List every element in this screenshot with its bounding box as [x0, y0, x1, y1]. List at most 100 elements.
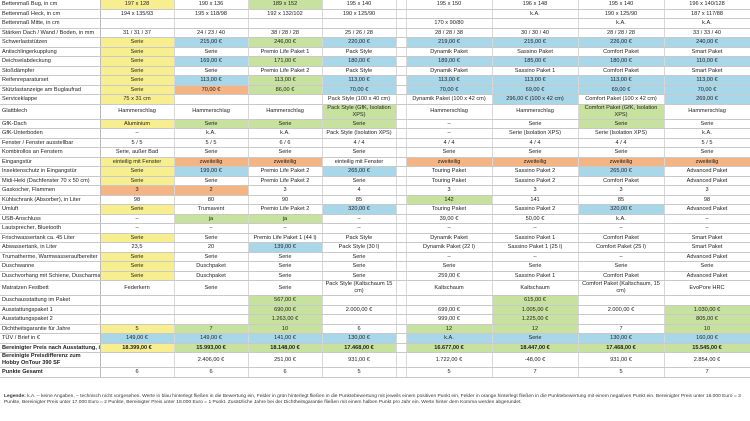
table-cell: 6: [248, 367, 323, 378]
table-cell: Serie: [248, 261, 323, 272]
table-cell: [396, 295, 407, 306]
table-cell: 30 / 30 / 40: [492, 28, 579, 38]
table-cell: 189 x 152: [248, 0, 323, 10]
table-cell: Serie: [578, 119, 665, 129]
table-cell: [406, 295, 493, 306]
table-cell: 699,00 €: [406, 305, 493, 315]
table-cell: 195 x 118/98: [174, 9, 249, 19]
table-cell: 18.447,00 €: [492, 342, 579, 353]
table-cell: 4: [322, 185, 397, 196]
table-cell: 190 x 125/90: [578, 9, 665, 19]
table-cell: 296,00 € (100 x 42 cm): [492, 94, 579, 105]
table-cell: [322, 295, 397, 306]
table-cell: k.A.: [664, 18, 750, 29]
table-cell: [248, 94, 323, 105]
table-row: Frischwassertank ca. 45 Liter Serie Serie P…: [0, 233, 750, 243]
table-cell: 7: [492, 367, 579, 378]
table-cell: Serie: [248, 271, 323, 281]
table-cell: 33 / 33 / 40: [664, 28, 750, 38]
table-cell: Serie: [492, 333, 579, 344]
table-cell: 226,00 €: [578, 37, 665, 48]
table-cell: 3: [406, 185, 493, 196]
table-cell: 17.468,00 €: [322, 342, 397, 353]
table-cell: 12: [492, 324, 579, 334]
table-cell: [100, 314, 175, 325]
table-cell: zweiteilig: [492, 157, 579, 167]
row-label: Bettenmaß Bug, in cm: [0, 0, 101, 10]
table-row: Kühlschrank (Absorber), in Liter 98 80 90 85…: [0, 195, 750, 205]
table-cell: 187 x 117/88: [664, 9, 750, 19]
table-cell: 1.030,00 €: [664, 305, 750, 315]
table-cell: 220,00 €: [322, 37, 397, 48]
table-cell: k.A.: [578, 18, 665, 29]
table-cell: 3: [248, 185, 323, 196]
table-cell: Serie: [322, 271, 397, 281]
table-cell: 192 x 132/102: [248, 9, 323, 19]
table-cell: 320,00 €: [578, 204, 665, 215]
table-cell: [396, 342, 407, 353]
table-row: Deichselabdeckung Serie 169,00 €171,00 €18…: [0, 56, 750, 67]
table-cell: 197 x 128: [100, 0, 175, 10]
table-cell: 113,00 €: [322, 75, 397, 86]
table-cell: 15.993,00 €: [174, 342, 249, 353]
table-cell: Serie, außer Bad: [100, 147, 175, 158]
table-cell: 113,00 €: [248, 75, 323, 86]
row-label: Kühlschrank (Absorber), in Liter: [0, 195, 101, 205]
table-cell: Hammerschlag: [492, 104, 579, 120]
table-row: GfK-Dach Aluminium Serie Serie Serie – Serie Se…: [0, 119, 750, 129]
table-cell: 70,00 €: [664, 85, 750, 95]
table-cell: 50,00 €: [492, 214, 579, 224]
table-cell: Premio Life Paket 2: [248, 176, 323, 186]
table-cell: Sassino Paket 1: [492, 271, 579, 281]
table-cell: 4 / 4: [322, 138, 397, 148]
table-cell: Smart Paket: [664, 242, 750, 253]
table-cell: [396, 214, 407, 224]
table-cell: Serie: [492, 261, 579, 272]
table-cell: 6: [174, 367, 249, 378]
table-cell: 4 / 4: [406, 138, 493, 148]
table-cell: 196 x 148: [492, 0, 579, 10]
table-cell: k.A.: [248, 128, 323, 139]
table-cell: [396, 280, 407, 296]
table-row: Insektenschutz in Eingangstür Serie 199,00…: [0, 166, 750, 177]
table-row: Abwassertank, in Liter 23,5 20 139,00 € Pack…: [0, 242, 750, 253]
table-cell: 2.854,00 €: [664, 352, 750, 368]
table-cell: 113,00 €: [492, 75, 579, 86]
table-cell: –: [492, 252, 579, 262]
table-row: Gaskocher, Flammen 3 2 3 4 3 3 3 3: [0, 185, 750, 196]
table-cell: 196 x 140/128: [664, 0, 750, 10]
table-cell: 5 / 5: [174, 138, 249, 148]
table-cell: 2.000,00 €: [322, 305, 397, 315]
table-cell: Premio Life Paket 2: [248, 204, 323, 215]
table-row: Serviceklappe 75 x 31 cm Pack Style (100 x…: [0, 94, 750, 105]
table-cell: 1.225,00 €: [492, 314, 579, 325]
table-cell: 1.263,00 €: [248, 314, 323, 325]
row-label: Dichtheitsgarantie für Jahre: [0, 324, 101, 334]
table-cell: Serie: [578, 147, 665, 158]
table-row: Bettenmaß Heck, in cm 194 x 135/93 195 x 1…: [0, 9, 750, 19]
table-cell: 23,5: [100, 242, 175, 253]
table-cell: [396, 9, 407, 19]
table-cell: Trumavent: [174, 204, 249, 215]
table-cell: [492, 18, 579, 29]
table-cell: 5 / 5: [100, 138, 175, 148]
table-cell: einteilig mit Fenster: [322, 157, 397, 167]
row-label: Schwerlaststützen: [0, 37, 101, 48]
table-cell: Comfort Paket: [578, 66, 665, 76]
table-cell: 25 / 26 / 28: [322, 28, 397, 38]
table-cell: 215,00 €: [174, 37, 249, 48]
table-cell: [396, 233, 407, 243]
table-cell: [396, 176, 407, 186]
table-cell: [396, 223, 407, 234]
table-cell: 110,00 €: [664, 56, 750, 67]
table-cell: Serie: [100, 271, 175, 281]
table-row: Kombirollos an Fenstern Serie, außer Bad S…: [0, 147, 750, 158]
table-cell: k.A.: [578, 214, 665, 224]
table-cell: [100, 18, 175, 29]
table-cell: 6: [322, 324, 397, 334]
table-cell: [396, 85, 407, 95]
table-cell: Serie: [248, 147, 323, 158]
table-cell: 7: [664, 367, 750, 378]
table-cell: [396, 204, 407, 215]
table-cell: 195 x 140: [322, 0, 397, 10]
